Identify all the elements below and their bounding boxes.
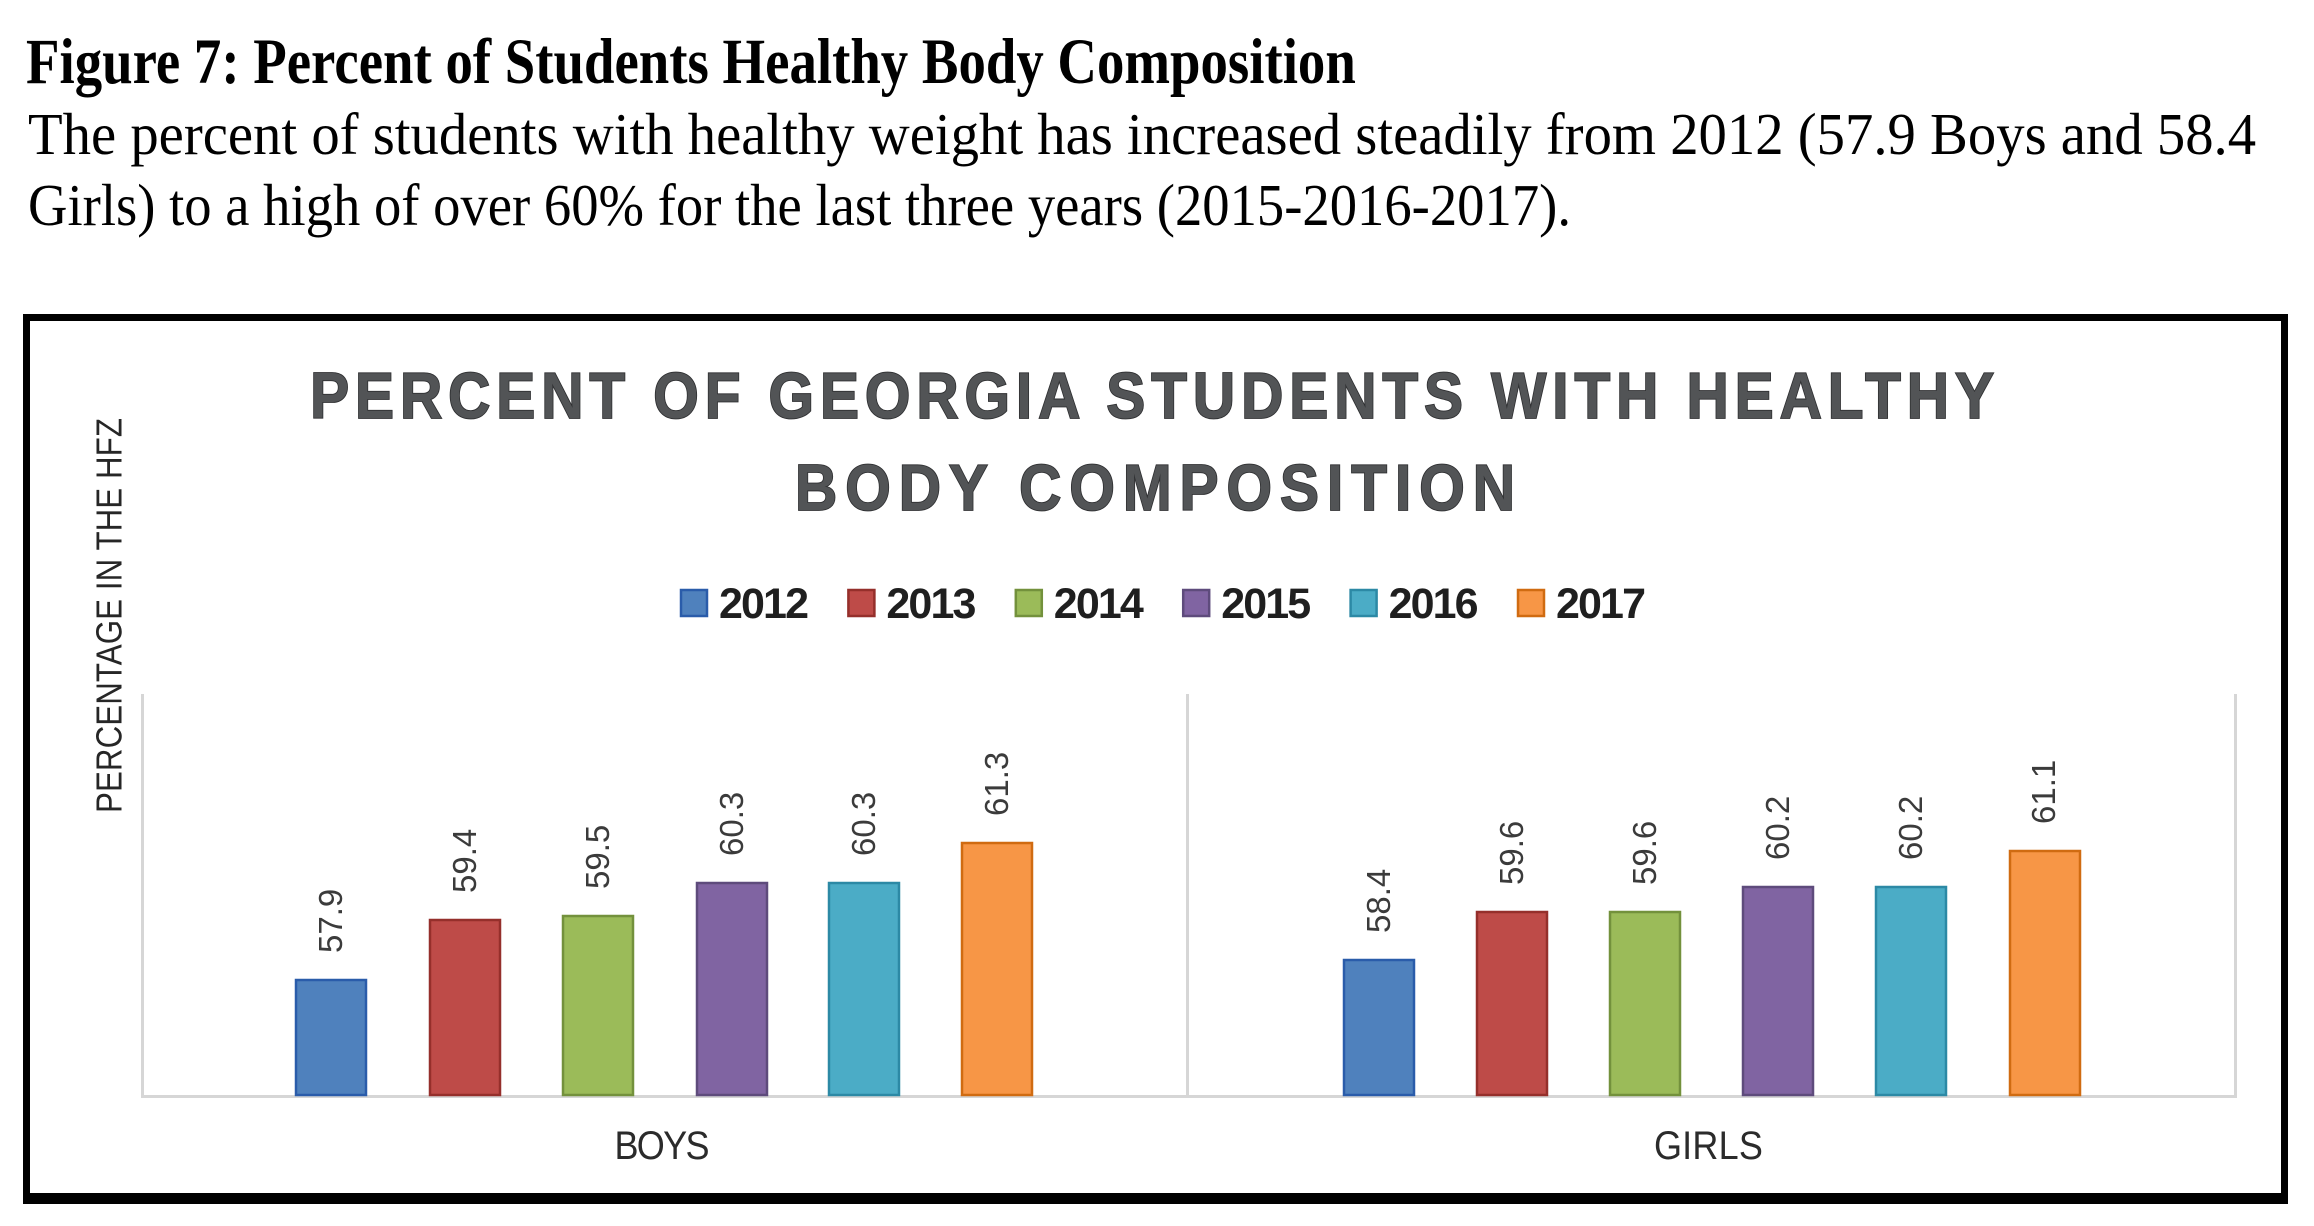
svg-text:60.3: 60.3 [845,792,882,856]
svg-text:57.9: 57.9 [312,889,349,953]
svg-text:2012: 2012 [719,580,809,628]
svg-text:60.2: 60.2 [1759,796,1796,860]
svg-text:59.4: 59.4 [446,829,483,893]
svg-text:GIRLS: GIRLS [1654,1124,1763,1168]
svg-text:59.6: 59.6 [1493,821,1530,885]
svg-text:PERCENT OF GEORGIA STUDENTS WI: PERCENT OF GEORGIA STUDENTS WITH HEALTHY [310,360,1994,433]
svg-text:BODY COMPOSITION: BODY COMPOSITION [795,452,1515,525]
svg-text:BOYS: BOYS [614,1124,709,1168]
svg-text:58.4: 58.4 [1360,869,1397,933]
svg-text:59.5: 59.5 [579,825,616,889]
svg-text:2013: 2013 [886,580,976,628]
svg-text:2016: 2016 [1389,580,1479,628]
svg-text:60.2: 60.2 [1892,796,1929,860]
svg-text:2014: 2014 [1054,580,1144,628]
svg-text:2017: 2017 [1556,580,1646,628]
svg-text:59.6: 59.6 [1626,821,1663,885]
svg-text:61.3: 61.3 [978,752,1015,816]
svg-text:61.1: 61.1 [2025,760,2062,824]
svg-text:60.3: 60.3 [713,792,750,856]
svg-text:PERCENTAGE IN THE HFZ: PERCENTAGE IN THE HFZ [89,418,130,813]
svg-text:2015: 2015 [1221,580,1311,628]
